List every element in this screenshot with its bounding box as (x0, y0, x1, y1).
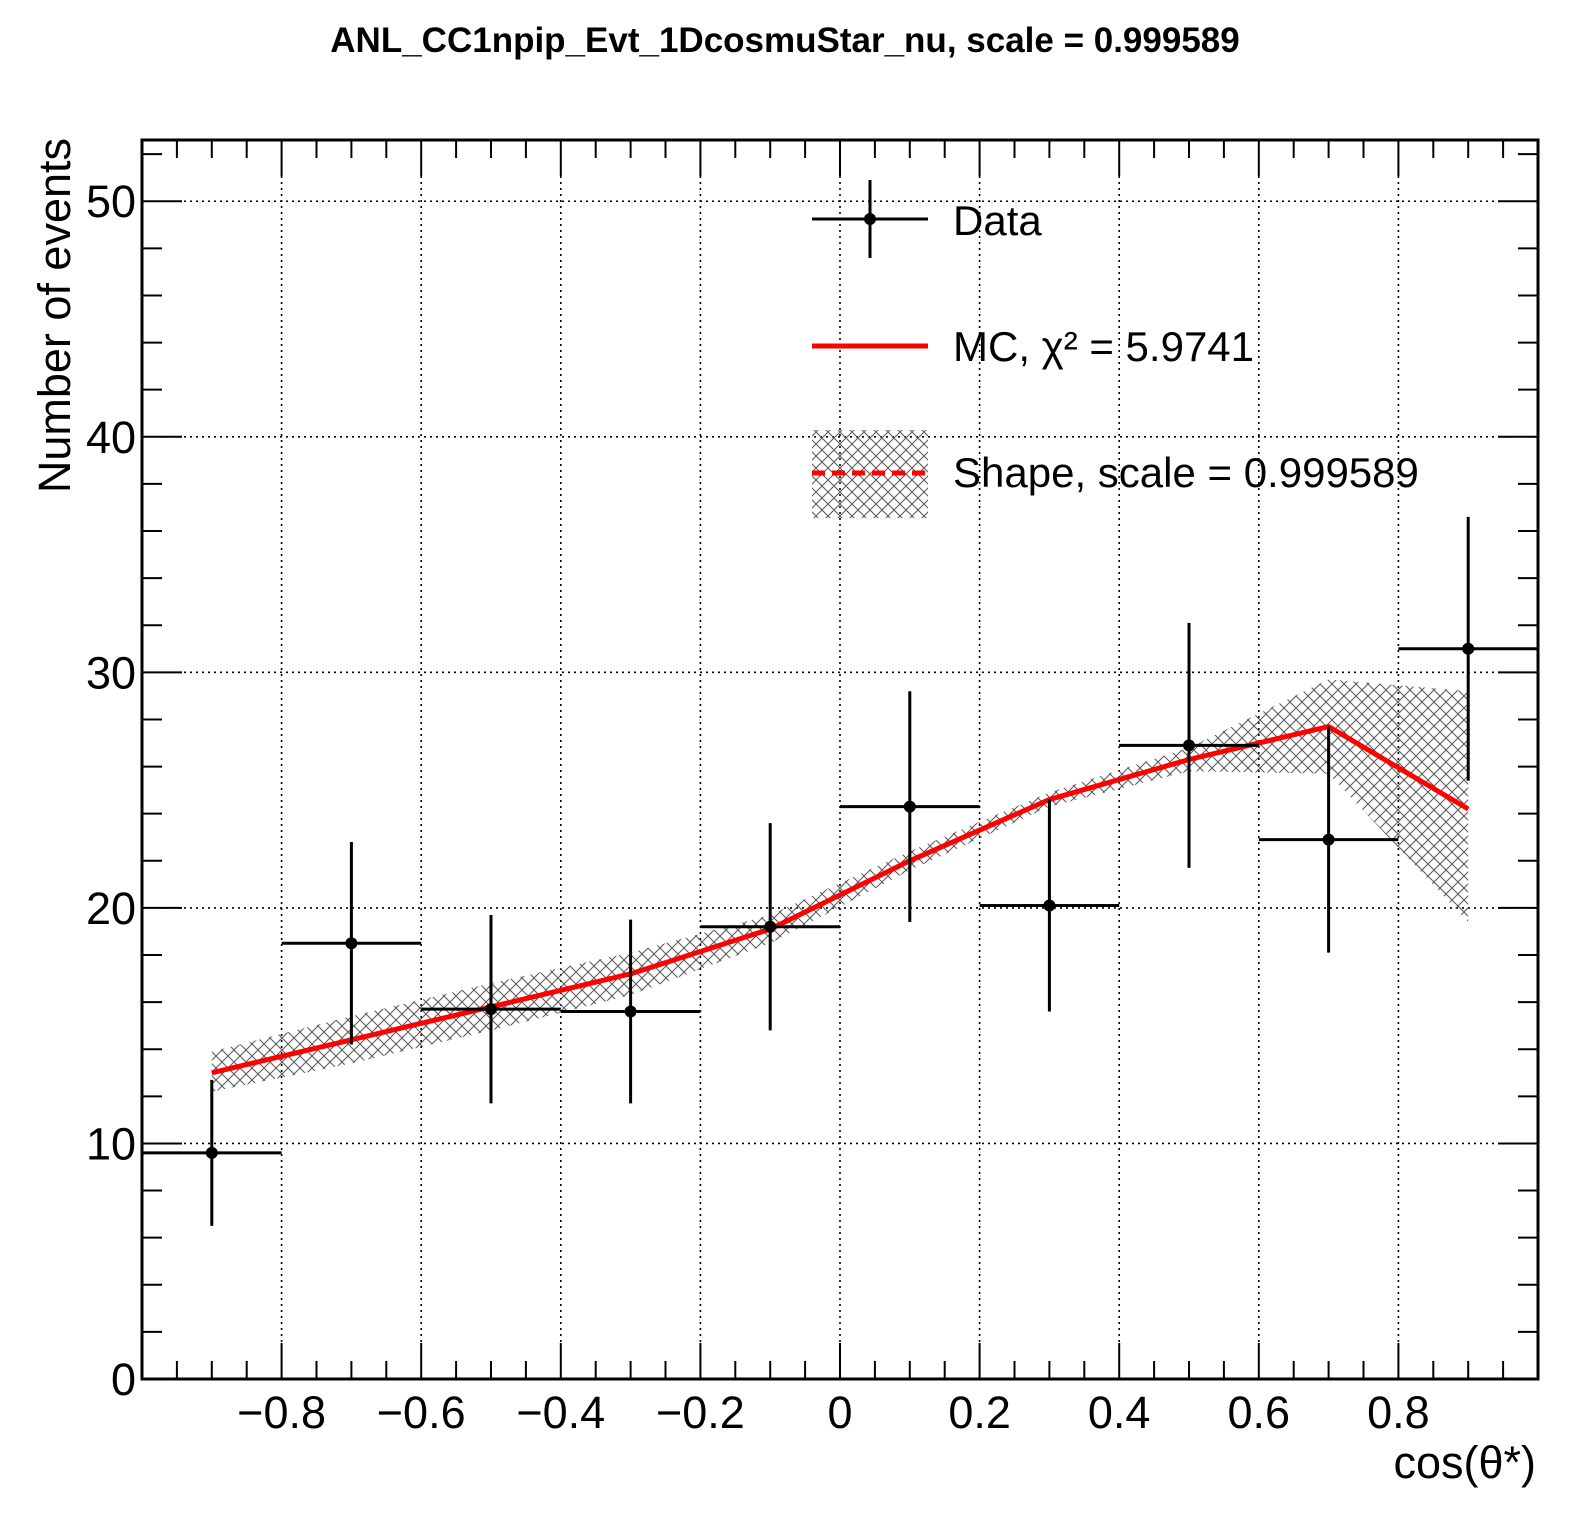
x-tick-label: −0.8 (237, 1387, 326, 1438)
x-axis-title: cos(θ*) (1393, 1437, 1536, 1488)
data-points-layer (142, 516, 1538, 1226)
legend-label-mc: MC, χ² = 5.9741 (953, 323, 1254, 370)
legend-data-marker (864, 213, 876, 225)
data-marker (205, 1146, 218, 1159)
x-tick-label: 0.2 (948, 1387, 1011, 1438)
data-marker (1043, 899, 1056, 912)
data-point (142, 1079, 282, 1226)
data-marker (1183, 739, 1195, 752)
legend-label-shape: Shape, scale = 0.999589 (953, 449, 1419, 496)
data-marker (485, 1003, 497, 1016)
mc-line (211, 724, 1470, 1076)
y-tick-label: 50 (86, 176, 136, 227)
data-marker (764, 920, 777, 933)
legend: Data MC, χ² = 5.9741 Shape, scale = 0.99… (812, 180, 1419, 518)
legend-entry-data: Data (812, 180, 1042, 258)
data-point (560, 919, 701, 1104)
data-point (1398, 516, 1538, 781)
y-tick-label: 30 (86, 647, 136, 698)
data-point (700, 823, 840, 1031)
axis-ticks (141, 140, 1539, 1380)
data-point (421, 914, 561, 1104)
data-point (979, 799, 1120, 1012)
data-marker (1462, 642, 1475, 655)
data-marker (1322, 833, 1335, 846)
legend-shape-hatch (812, 430, 928, 518)
shape-uncertainty-band (211, 679, 1469, 1092)
x-tick-labels: −0.8 −0.6 −0.4 −0.2 0 0.2 0.4 0.6 0.8 (237, 1387, 1430, 1438)
y-tick-label: 10 (86, 1118, 136, 1169)
data-marker (624, 1005, 637, 1018)
x-tick-label: 0.6 (1228, 1387, 1291, 1438)
x-tick-label: 0 (827, 1387, 852, 1438)
legend-entry-shape: Shape, scale = 0.999589 (812, 430, 1419, 518)
y-tick-labels: 0 10 20 30 40 50 (86, 176, 136, 1405)
y-tick-label: 20 (86, 883, 136, 934)
x-tick-label: 0.4 (1088, 1387, 1151, 1438)
y-tick-label: 0 (111, 1354, 136, 1405)
data-point (1119, 622, 1259, 868)
data-point (1258, 726, 1399, 953)
chart-title: ANL_CC1npip_Evt_1DcosmuStar_nu, scale = … (330, 21, 1239, 60)
x-tick-label: 0.8 (1367, 1387, 1430, 1438)
x-tick-label: −0.4 (516, 1387, 605, 1438)
x-tick-label: −0.6 (377, 1387, 466, 1438)
y-axis-title: Number of events (29, 138, 80, 493)
mc-line-layer (211, 724, 1470, 1076)
legend-entry-mc: MC, χ² = 5.9741 (812, 323, 1254, 370)
legend-label-data: Data (953, 197, 1042, 244)
x-tick-label: −0.2 (656, 1387, 745, 1438)
y-tick-label: 40 (86, 412, 136, 463)
data-point (840, 691, 980, 923)
data-marker (903, 800, 916, 813)
data-point (281, 841, 422, 1045)
data-marker (345, 937, 358, 950)
